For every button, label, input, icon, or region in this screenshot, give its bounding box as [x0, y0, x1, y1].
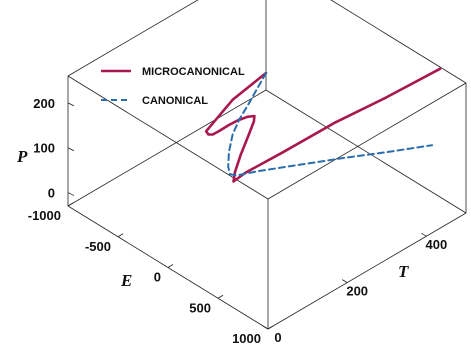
p-tick-label-100: 100	[33, 141, 55, 156]
t-tick-label-400: 400	[426, 237, 448, 252]
legend: MICROCANONICAL CANONICAL	[101, 66, 245, 107]
e-tick-label-0: 0	[154, 270, 161, 285]
t-tick-mark-400	[421, 232, 427, 237]
box-edge-10	[330, 0, 467, 84]
e-tick-mark-500	[217, 294, 224, 299]
legend-label-canonical: CANONICAL	[142, 95, 208, 107]
e-tick-mark-1000	[267, 325, 274, 330]
tick-labels: 0 200 400 -1000 -500 0 500 1000 0 100 200	[28, 96, 448, 346]
legend-label-microcanonical: MICROCANONICAL	[142, 66, 245, 78]
t-axis-label: T	[398, 262, 409, 281]
p-tick-mark-0	[67, 192, 75, 196]
p-tick-mark-100	[67, 147, 75, 152]
p-tick-mark-200	[67, 102, 75, 107]
box-edge-5	[67, 89, 267, 207]
e-tick-label-1000: 1000	[232, 331, 261, 346]
box-edge-8	[267, 82, 467, 200]
e-tick-mark--500	[117, 233, 124, 238]
series-canonical-curve	[227, 72, 434, 177]
series-layer	[204, 67, 442, 183]
e-axis-label: E	[120, 271, 132, 290]
t-tick-mark-200	[341, 279, 348, 283]
e-tick-mark--1000	[67, 202, 74, 207]
box-edge-3	[265, 89, 467, 214]
t-tick-mark-0	[262, 325, 269, 330]
p-tick-label-200: 200	[33, 96, 55, 111]
series-microcanonical-curve	[204, 67, 442, 183]
p-tick-label-0: 0	[48, 186, 55, 201]
e-tick-label-500: 500	[189, 300, 211, 315]
box-edge-0	[267, 212, 467, 330]
e-tick-label--1000: -1000	[28, 208, 61, 223]
box-edge-11	[67, 0, 199, 77]
p-axis-label: P	[16, 147, 28, 166]
e-tick-mark-0	[167, 264, 174, 268]
e-tick-label--500: -500	[85, 239, 111, 254]
t-tick-label-200: 200	[346, 284, 368, 299]
t-tick-label-0: 0	[274, 330, 281, 345]
